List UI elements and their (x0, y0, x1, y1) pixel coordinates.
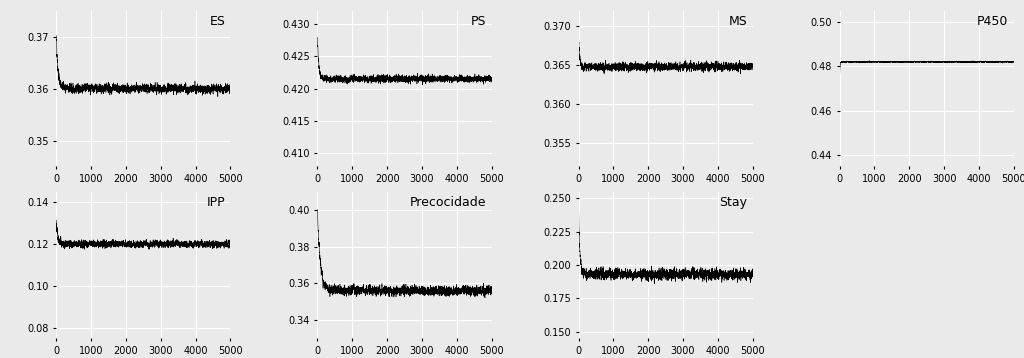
Text: Precocidade: Precocidade (410, 196, 486, 209)
Text: IPP: IPP (207, 196, 225, 209)
Text: Stay: Stay (720, 196, 748, 209)
Text: PS: PS (471, 15, 486, 28)
Text: ES: ES (209, 15, 225, 28)
Text: P450: P450 (977, 15, 1009, 28)
Text: MS: MS (729, 15, 748, 28)
